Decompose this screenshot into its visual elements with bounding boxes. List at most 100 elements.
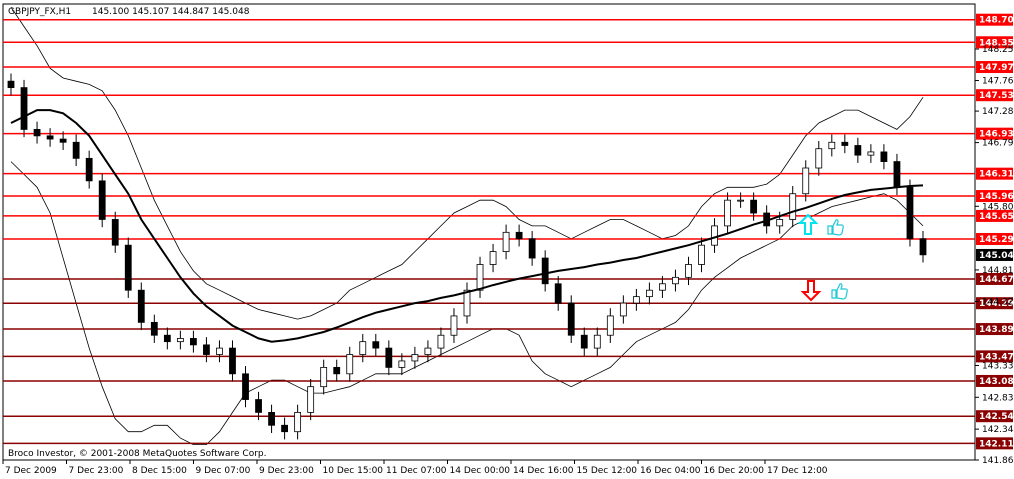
candle bbox=[85, 150, 93, 189]
x-tick-label: 9 Dec 07:00 bbox=[196, 466, 251, 476]
candle bbox=[841, 134, 849, 154]
level-label: 146.312 bbox=[979, 170, 1014, 180]
ohlc-readout: 145.100 145.107 144.847 145.048 bbox=[92, 7, 250, 17]
candle bbox=[242, 366, 249, 408]
candle bbox=[880, 144, 888, 170]
candle-body bbox=[567, 302, 575, 336]
y-tick-label: 143.330 bbox=[982, 361, 1014, 371]
y-tick-label: 147.285 bbox=[982, 107, 1014, 117]
candle-body bbox=[72, 141, 80, 159]
candle bbox=[281, 417, 289, 440]
candle-body bbox=[659, 283, 666, 291]
candle bbox=[685, 256, 692, 286]
candle bbox=[672, 269, 679, 292]
candle-body bbox=[7, 80, 15, 89]
candle-body bbox=[268, 412, 275, 426]
candle-body bbox=[685, 264, 692, 278]
x-tick-label: 15 Dec 12:00 bbox=[577, 466, 638, 476]
candle bbox=[567, 295, 575, 343]
candle-body bbox=[385, 347, 393, 368]
candle-body bbox=[515, 231, 523, 240]
candle bbox=[476, 256, 484, 298]
candle bbox=[333, 359, 341, 382]
candle-body bbox=[841, 141, 849, 146]
candle-body bbox=[124, 244, 132, 291]
candle bbox=[489, 243, 497, 273]
candle-body bbox=[46, 135, 54, 140]
candle-body bbox=[698, 244, 705, 265]
level-badge bbox=[976, 209, 1013, 222]
y-tick-label: 141.860 bbox=[982, 456, 1014, 466]
candle bbox=[528, 231, 536, 266]
candle bbox=[163, 327, 171, 350]
candle bbox=[320, 359, 328, 395]
candle bbox=[189, 330, 197, 353]
candle bbox=[20, 79, 28, 138]
candle bbox=[437, 327, 445, 356]
candle bbox=[7, 73, 15, 96]
candle bbox=[359, 333, 367, 363]
candle bbox=[398, 353, 406, 376]
candle bbox=[580, 327, 588, 356]
candle bbox=[424, 340, 432, 363]
candle bbox=[111, 211, 119, 253]
candle bbox=[203, 337, 210, 363]
level-badge bbox=[976, 233, 1013, 246]
candle bbox=[294, 404, 302, 440]
current-price-label: 145.048 bbox=[979, 251, 1014, 261]
candle bbox=[72, 134, 80, 167]
candle-body bbox=[242, 373, 249, 400]
copyright: Broco Investor, © 2001-2008 MetaQuotes S… bbox=[8, 449, 267, 459]
candle bbox=[606, 308, 614, 343]
current-price-badge bbox=[976, 248, 1013, 261]
candle bbox=[554, 276, 562, 311]
candle bbox=[789, 186, 797, 228]
candle-body bbox=[880, 151, 888, 162]
candle-body bbox=[606, 315, 614, 336]
level-label: 143.089 bbox=[979, 377, 1014, 387]
candle bbox=[385, 340, 393, 376]
candle-body bbox=[776, 219, 784, 227]
x-tick-label: 7 Dec 2009 bbox=[5, 466, 57, 476]
candle-body bbox=[281, 424, 289, 433]
y-tick-label: 146.795 bbox=[982, 139, 1014, 149]
candle-body bbox=[294, 412, 302, 433]
candle-body bbox=[711, 225, 718, 246]
x-tick-label: 17 Dec 12:00 bbox=[767, 466, 828, 476]
bollinger-bands bbox=[10, 6, 924, 445]
price-axis: 148.250 147.760 147.285 146.795 145.805 144.8… bbox=[975, 45, 1014, 466]
level-label: 146.934 bbox=[979, 130, 1014, 140]
candle-body bbox=[619, 302, 627, 317]
level-label: 145.655 bbox=[979, 212, 1014, 222]
candle-body bbox=[437, 334, 445, 349]
candle-body bbox=[580, 334, 588, 349]
x-tick-label: 8 Dec 15:00 bbox=[132, 466, 187, 476]
y-tick-label: 142.340 bbox=[982, 425, 1014, 435]
level-badge bbox=[976, 36, 1013, 49]
candle-body bbox=[33, 129, 41, 137]
candle bbox=[906, 179, 914, 247]
level-label: 142.541 bbox=[979, 412, 1014, 422]
symbol-info: GBPJPY_FX,H1 bbox=[8, 7, 71, 17]
candle-body bbox=[672, 276, 679, 285]
candle bbox=[150, 314, 158, 343]
bollinger-lower-line bbox=[10, 161, 924, 445]
candle bbox=[815, 140, 823, 176]
y-tick-label: 148.250 bbox=[982, 45, 1014, 55]
level-label: 147.532 bbox=[979, 91, 1014, 101]
candle bbox=[541, 250, 549, 292]
candle-body bbox=[593, 334, 601, 349]
level-badge bbox=[976, 374, 1013, 387]
candle-body bbox=[919, 238, 927, 256]
candle-body bbox=[424, 347, 432, 355]
candle-body bbox=[789, 193, 797, 220]
candle-body bbox=[59, 138, 67, 143]
candle-body bbox=[476, 264, 484, 291]
level-badge bbox=[976, 167, 1013, 180]
candle-body bbox=[867, 151, 875, 156]
candle bbox=[268, 404, 275, 433]
x-tick-label: 7 Dec 23:00 bbox=[69, 466, 124, 476]
candle bbox=[33, 121, 41, 144]
candle-body bbox=[724, 199, 731, 227]
